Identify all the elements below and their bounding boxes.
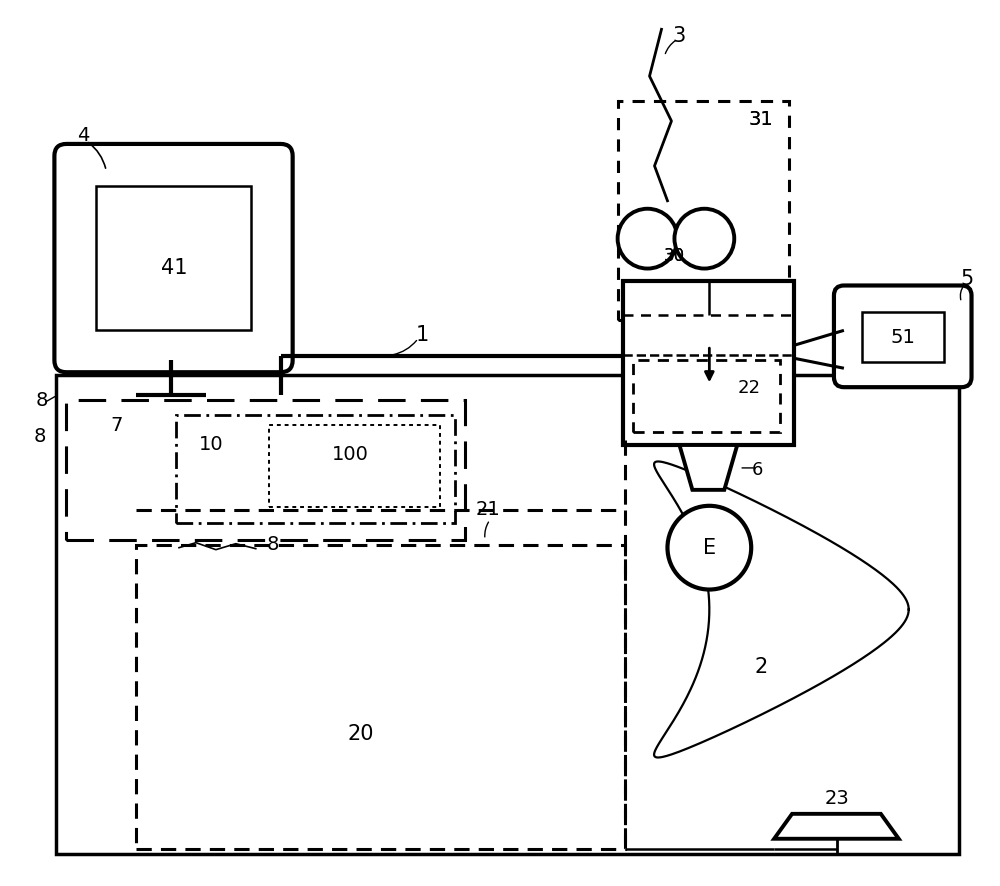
Bar: [862, 313, 944, 362]
Bar: [618, 101, 789, 321]
Bar: [56, 375, 959, 854]
Bar: [136, 545, 625, 849]
Text: 21: 21: [476, 501, 500, 519]
Text: 4: 4: [77, 127, 89, 145]
Text: 6: 6: [752, 461, 763, 479]
Text: 2: 2: [755, 657, 768, 677]
Text: 3: 3: [673, 27, 686, 46]
FancyBboxPatch shape: [54, 144, 293, 372]
Text: 23: 23: [825, 789, 849, 808]
Text: 8: 8: [267, 535, 279, 554]
Text: 30: 30: [664, 246, 685, 265]
Bar: [176, 415, 455, 523]
Text: 8: 8: [35, 391, 48, 409]
Text: 51: 51: [890, 328, 915, 346]
Polygon shape: [774, 814, 899, 839]
Text: 1: 1: [416, 325, 429, 346]
Text: 41: 41: [161, 258, 187, 277]
Text: 10: 10: [199, 436, 223, 455]
Text: 100: 100: [332, 446, 369, 464]
Polygon shape: [679, 445, 737, 490]
Text: 22: 22: [738, 379, 761, 397]
Text: E: E: [703, 538, 716, 557]
Bar: [66, 400, 465, 540]
Circle shape: [618, 209, 677, 268]
Bar: [633, 361, 780, 432]
Bar: [623, 281, 794, 445]
FancyBboxPatch shape: [834, 285, 972, 387]
Text: 30: 30: [664, 246, 685, 265]
Circle shape: [667, 506, 751, 589]
Text: 8: 8: [33, 426, 46, 446]
Text: 31: 31: [749, 110, 774, 128]
Text: 5: 5: [960, 268, 973, 289]
Bar: [96, 186, 251, 330]
Text: 7: 7: [110, 416, 122, 434]
Circle shape: [674, 209, 734, 268]
Text: 20: 20: [347, 724, 374, 744]
Bar: [269, 425, 440, 507]
Text: 31: 31: [749, 110, 774, 128]
